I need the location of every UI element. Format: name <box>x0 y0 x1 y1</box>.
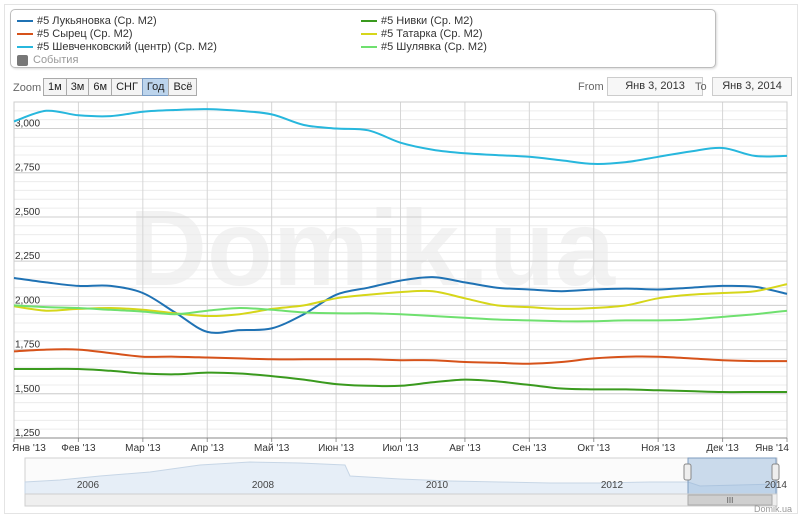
navigator-right-handle[interactable] <box>771 463 780 481</box>
legend-item-events[interactable]: События <box>17 53 78 67</box>
y-tick-label: 2,000 <box>15 295 40 306</box>
range-from-label: From <box>578 81 604 93</box>
navigator-area <box>24 461 778 495</box>
legend-line <box>17 20 33 22</box>
range-to-input[interactable] <box>712 77 792 96</box>
zoom-3m-button[interactable]: 3м <box>65 78 90 96</box>
y-tick-label: 2,750 <box>15 163 40 174</box>
x-tick-label: Окт '13 <box>577 443 610 454</box>
x-tick-label: Авг '13 <box>449 443 481 454</box>
navigator-left-handle[interactable] <box>683 463 692 481</box>
zoom-1y-button[interactable]: Год <box>141 78 170 96</box>
x-tick-label: Мар '13 <box>125 443 161 454</box>
y-tick-label: 3,000 <box>15 119 40 130</box>
x-axis: Янв '13 Фев '13 Мар '13 Апр '13 Май '13 Июн '… <box>12 437 789 454</box>
x-tick-label: Дек '13 <box>706 443 739 454</box>
legend-line <box>361 46 377 48</box>
legend-label: #5 Лукьяновка (Ср. М2) <box>37 15 157 27</box>
legend-item-shulyavka[interactable]: #5 Шулявка (Ср. М2) <box>361 40 487 54</box>
scrollbar-grip: III <box>727 496 734 505</box>
legend-line <box>17 46 33 48</box>
y-tick-label: 1,750 <box>15 340 40 351</box>
series-line-1 <box>13 276 788 334</box>
legend-label: #5 Шулявка (Ср. М2) <box>381 41 487 53</box>
legend-item-nivki[interactable]: #5 Нивки (Ср. М2) <box>361 14 473 28</box>
zoom-label: Zoom <box>13 82 42 94</box>
range-to-label: To <box>695 81 707 93</box>
legend-item-lukyanovka[interactable]: #5 Лукьяновка (Ср. М2) <box>17 14 157 28</box>
series-line-3 <box>13 304 788 323</box>
series-line-5 <box>13 367 787 394</box>
x-tick-label: Фев '13 <box>61 443 96 454</box>
navigator-selection[interactable] <box>687 457 777 495</box>
legend: #5 Лукьяновка (Ср. М2) #5 Нивки (Ср. М2)… <box>10 9 716 68</box>
x-tick-label: Июн '13 <box>318 443 354 454</box>
legend-label: События <box>33 54 79 66</box>
grid <box>13 101 788 439</box>
y-tick-label: 1,500 <box>15 384 40 395</box>
navigator-year-label: 2012 <box>601 480 624 491</box>
legend-item-tatarka[interactable]: #5 Татарка (Ср. М2) <box>361 27 483 41</box>
credit[interactable]: Domik.ua <box>753 504 792 514</box>
zoom-ytd-button[interactable]: СНГ <box>111 78 143 96</box>
scrollbar-track[interactable] <box>24 493 778 507</box>
y-tick-label: 2,500 <box>15 207 40 218</box>
navigator-years: 2006 2008 2010 2012 2014 <box>77 480 788 491</box>
zoom-1m-button[interactable]: 1м <box>43 78 67 96</box>
scrollbar-thumb[interactable] <box>687 494 773 506</box>
legend-item-shevchenkovsky[interactable]: #5 Шевченковский (центр) (Ср. М2) <box>17 40 217 54</box>
x-tick-label: Май '13 <box>254 443 290 454</box>
navigator-year-label: 2006 <box>77 480 100 491</box>
series-lines <box>13 108 788 394</box>
y-axis: 1,250 1,500 1,750 2,000 2,250 2,500 2,750 3,000 <box>15 119 40 439</box>
x-tick-label: Ноя '13 <box>641 443 675 454</box>
x-tick-label: Янв '14 <box>755 443 789 454</box>
navigator-year-label: 2014 <box>765 480 788 491</box>
x-tick-label: Июл '13 <box>382 443 419 454</box>
x-tick-label: Сен '13 <box>512 443 547 454</box>
zoom-6m-button[interactable]: 6м <box>88 78 113 96</box>
y-tick-label: 1,250 <box>15 428 40 439</box>
navigator[interactable]: 2006 2008 2010 2012 2014 III <box>24 457 788 507</box>
legend-line <box>361 20 377 22</box>
events-icon <box>17 54 28 66</box>
series-line-0 <box>13 108 788 165</box>
x-tick-label: Янв '13 <box>12 443 46 454</box>
y-tick-label: 2,250 <box>15 251 40 262</box>
series-line-4 <box>13 348 788 365</box>
series-line-2 <box>13 283 788 318</box>
legend-line <box>361 33 377 35</box>
zoom-buttons: 1м 3м 6м СНГ Год Всё <box>43 78 198 96</box>
legend-label: #5 Татарка (Ср. М2) <box>381 28 483 40</box>
x-tick-label: Апр '13 <box>191 443 225 454</box>
legend-label: #5 Сырец (Ср. М2) <box>37 28 133 40</box>
navigator-year-label: 2010 <box>426 480 449 491</box>
legend-label: #5 Шевченковский (центр) (Ср. М2) <box>37 41 217 53</box>
legend-line <box>17 33 33 35</box>
legend-label: #5 Нивки (Ср. М2) <box>381 15 474 27</box>
zoom-all-button[interactable]: Всё <box>168 78 198 96</box>
range-from-input[interactable] <box>607 77 703 96</box>
navigator-year-label: 2008 <box>252 480 275 491</box>
legend-item-syrets[interactable]: #5 Сырец (Ср. М2) <box>17 27 133 41</box>
